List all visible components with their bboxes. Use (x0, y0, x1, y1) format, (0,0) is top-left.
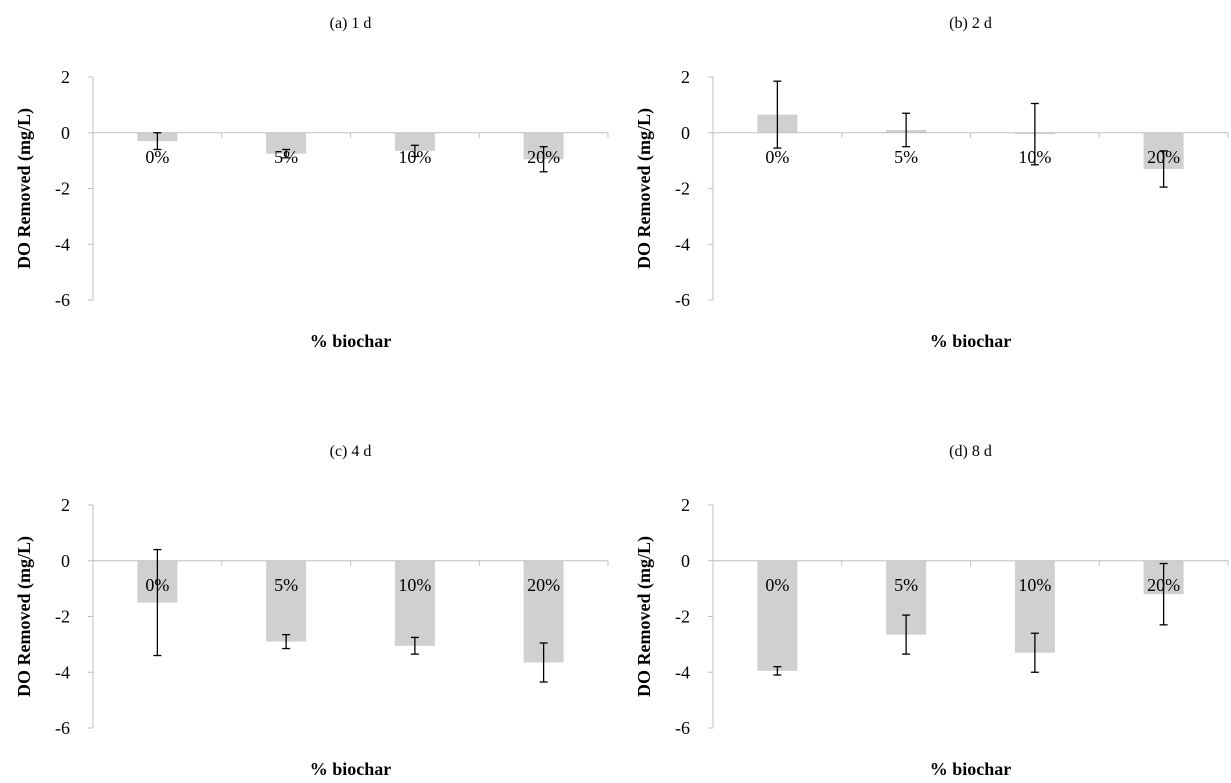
bar (757, 560, 798, 671)
y-tick-label: 2 (61, 495, 70, 515)
y-tick-label: -6 (55, 718, 70, 738)
category-label: 0% (765, 575, 789, 595)
x-axis-label: % biochar (930, 759, 1012, 779)
error-bar (902, 614, 911, 655)
error-bar (773, 80, 782, 149)
error-bar (773, 666, 782, 676)
y-tick-label: 0 (61, 123, 70, 143)
category-label: 0% (765, 147, 789, 167)
y-axis-label: DO Removed (mg/L) (634, 536, 655, 697)
y-tick-label: -2 (675, 607, 690, 627)
error-bar (410, 636, 419, 655)
y-tick-label: 2 (61, 67, 70, 87)
y-tick-label: -2 (55, 607, 70, 627)
y-axis-label: DO Removed (mg/L) (14, 108, 35, 269)
bar (266, 132, 307, 154)
y-tick-label: 2 (681, 495, 690, 515)
error-bar (410, 144, 419, 158)
y-tick-label: 2 (681, 67, 690, 87)
y-tick-label: -2 (675, 179, 690, 199)
y-axis-label: DO Removed (mg/L) (634, 108, 655, 269)
x-axis-label: % biochar (310, 331, 392, 351)
bar (394, 132, 435, 151)
error-bar (1030, 102, 1039, 166)
x-axis-label: % biochar (310, 759, 392, 779)
error-bar (902, 112, 911, 148)
error-bar (539, 642, 548, 683)
category-label: 20% (527, 575, 560, 595)
y-tick-label: 0 (61, 551, 70, 571)
category-label: 10% (1018, 575, 1051, 595)
error-bar (1159, 150, 1168, 188)
error-bar (153, 132, 162, 151)
category-label: 5% (894, 147, 918, 167)
y-tick-label: -4 (55, 662, 70, 682)
bar (266, 560, 307, 642)
y-tick-label: 0 (681, 551, 690, 571)
y-tick-label: -6 (55, 290, 70, 310)
error-bar (153, 548, 162, 657)
y-axis-label: DO Removed (mg/L) (14, 536, 35, 697)
bar (394, 560, 435, 646)
chart-title: (b) 2 d (949, 15, 992, 32)
y-tick-label: -6 (675, 290, 690, 310)
y-tick-label: -4 (55, 234, 70, 254)
y-tick-label: 0 (681, 123, 690, 143)
error-bar (282, 148, 291, 159)
chart-title: (a) 1 d (330, 15, 372, 32)
y-tick-label: -6 (675, 718, 690, 738)
category-label: 5% (274, 575, 298, 595)
chart-title: (c) 4 d (330, 443, 372, 460)
error-bar (1159, 562, 1168, 626)
error-bar (539, 146, 548, 173)
category-label: 5% (894, 575, 918, 595)
chart-title: (d) 8 d (949, 443, 992, 460)
category-label: 10% (398, 575, 431, 595)
error-bar (282, 633, 291, 650)
y-tick-label: -4 (675, 662, 690, 682)
error-bar (1030, 632, 1039, 673)
y-tick-label: -4 (675, 234, 690, 254)
category-label: 0% (145, 147, 169, 167)
y-tick-label: -2 (55, 179, 70, 199)
x-axis-label: % biochar (930, 331, 1012, 351)
